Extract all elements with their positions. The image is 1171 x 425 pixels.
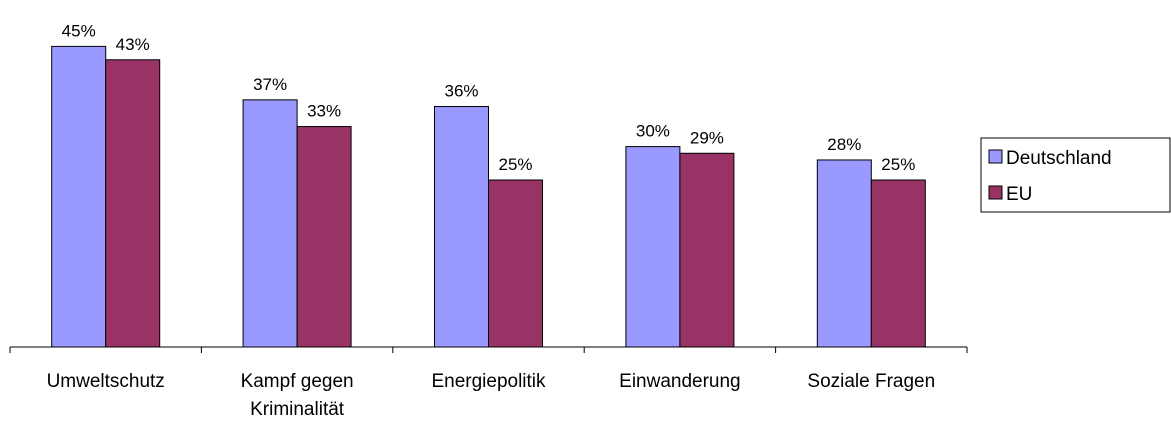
bar — [242, 99, 298, 348]
legend-box — [980, 137, 1171, 213]
data-label: 36% — [444, 82, 478, 101]
bar — [679, 152, 735, 348]
data-label: 28% — [827, 135, 861, 154]
x-tick-label: Einwanderung — [619, 371, 741, 392]
x-tick-label: Soziale Fragen — [807, 371, 936, 392]
x-tick-label: Energiepolitik — [431, 371, 546, 392]
data-label: 33% — [307, 102, 341, 121]
data-label: 30% — [636, 122, 670, 141]
data-label: 29% — [690, 128, 724, 147]
bar — [434, 106, 489, 348]
legend-label: EU — [1006, 184, 1032, 205]
bar — [296, 126, 352, 348]
bar — [816, 159, 872, 348]
data-label: 43% — [116, 35, 150, 54]
legend-swatch — [988, 185, 1003, 200]
bar — [105, 59, 161, 348]
bar — [488, 179, 543, 348]
legend-swatch — [988, 149, 1003, 164]
x-tick-label: Kampf gegen Kriminalität — [240, 371, 354, 420]
data-label: 25% — [881, 155, 915, 174]
bar — [51, 45, 107, 348]
data-label: 25% — [498, 155, 532, 174]
data-label: 37% — [253, 75, 287, 94]
bar — [625, 146, 681, 348]
x-tick-label: Umweltschutz — [46, 371, 165, 392]
data-label: 45% — [62, 21, 96, 40]
legend-label: Deutschland — [1006, 148, 1112, 169]
bar — [870, 179, 926, 348]
